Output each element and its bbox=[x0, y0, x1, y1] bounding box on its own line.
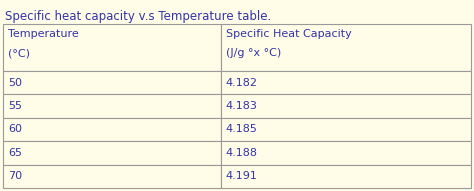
Text: 4.182: 4.182 bbox=[226, 78, 258, 87]
Text: 4.191: 4.191 bbox=[226, 171, 257, 181]
Bar bbox=[3, 71, 220, 94]
Text: (J/g °x °C): (J/g °x °C) bbox=[226, 48, 281, 58]
Text: Temperature: Temperature bbox=[8, 29, 79, 39]
Text: 65: 65 bbox=[8, 148, 22, 158]
Text: 4.188: 4.188 bbox=[226, 148, 258, 158]
Bar bbox=[220, 118, 471, 141]
Bar bbox=[3, 118, 220, 141]
Text: 4.185: 4.185 bbox=[226, 124, 257, 134]
Text: 70: 70 bbox=[8, 171, 22, 181]
Bar bbox=[3, 94, 220, 118]
Text: 4.183: 4.183 bbox=[226, 101, 257, 111]
Bar bbox=[220, 165, 471, 188]
Bar bbox=[220, 24, 471, 71]
Bar bbox=[3, 165, 220, 188]
Bar bbox=[3, 141, 220, 165]
Bar bbox=[220, 71, 471, 94]
Text: 55: 55 bbox=[8, 101, 22, 111]
Text: 60: 60 bbox=[8, 124, 22, 134]
Bar bbox=[3, 24, 220, 71]
Text: 50: 50 bbox=[8, 78, 22, 87]
Bar bbox=[220, 141, 471, 165]
Text: Specific Heat Capacity: Specific Heat Capacity bbox=[226, 29, 351, 39]
Text: (°C): (°C) bbox=[8, 48, 30, 58]
Text: Specific heat capacity v.s Temperature table.: Specific heat capacity v.s Temperature t… bbox=[5, 10, 271, 23]
Bar bbox=[220, 94, 471, 118]
